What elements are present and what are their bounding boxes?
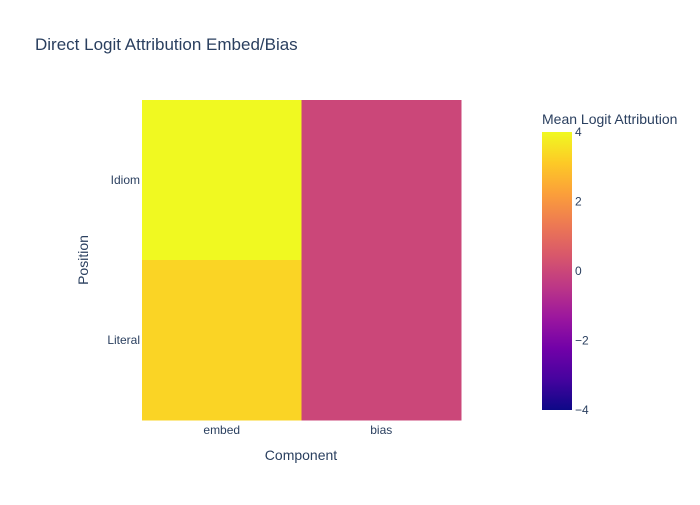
heatmap-cells xyxy=(142,100,462,421)
colorbar-title: Mean Logit Attribution xyxy=(542,111,677,127)
heatmap-cell-idiom-bias xyxy=(301,100,462,261)
chart-title: Direct Logit Attribution Embed/Bias xyxy=(35,35,298,54)
x-tick-label: embed xyxy=(203,423,240,437)
heatmap-cell-literal-bias xyxy=(301,260,462,421)
colorbar-tick-label: −2 xyxy=(575,334,589,348)
heatmap-cell-idiom-embed xyxy=(142,100,302,261)
y-axis-label: Position xyxy=(75,235,91,285)
x-axis-ticks: embed bias xyxy=(203,423,392,437)
y-tick-label: Idiom xyxy=(111,173,140,187)
x-axis-label: Component xyxy=(265,447,337,463)
heatmap-cell-literal-embed xyxy=(142,260,302,421)
y-tick-label: Literal xyxy=(107,333,140,347)
x-tick-label: bias xyxy=(370,423,392,437)
colorbar-tick-label: −4 xyxy=(575,403,589,417)
colorbar-tick-label: 4 xyxy=(575,125,582,139)
colorbar-tick-label: 0 xyxy=(575,264,582,278)
y-axis-ticks: Idiom Literal xyxy=(107,173,140,347)
colorbar-ticks: 4 2 0 −2 −4 xyxy=(575,125,589,417)
colorbar xyxy=(542,132,572,410)
colorbar-tick-label: 2 xyxy=(575,195,582,209)
